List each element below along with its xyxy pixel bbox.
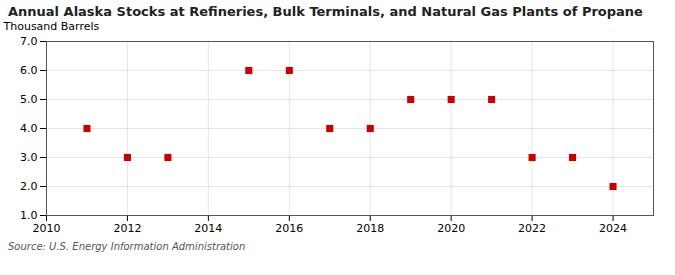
svg-text:2016: 2016 [275, 222, 303, 235]
html-text:Annual Alaska Stocks at Refine: Annual Alaska Stocks at Refineries, Bulk… [8, 4, 643, 19]
svg-text:3.0: 3.0 [20, 151, 38, 164]
svg-text:4.0: 4.0 [20, 122, 38, 135]
svg-text:2022: 2022 [518, 222, 546, 235]
svg-text:2.0: 2.0 [20, 180, 38, 193]
svg-text:2024: 2024 [599, 222, 627, 235]
svg-text:2020: 2020 [437, 222, 465, 235]
svg-text:2014: 2014 [194, 222, 222, 235]
svg-text:7.0: 7.0 [20, 35, 38, 48]
html-text:Source: U.S. Energy Informatio: Source: U.S. Energy Information Administ… [8, 241, 246, 252]
svg-text:Thousand Barrels: Thousand Barrels [3, 20, 100, 33]
svg-text:1.0: 1.0 [20, 209, 38, 222]
svg-text:2018: 2018 [356, 222, 384, 235]
svg-text:6.0: 6.0 [20, 64, 38, 77]
svg-text:2010: 2010 [33, 222, 61, 235]
svg-text:5.0: 5.0 [20, 93, 38, 106]
svg-text:2012: 2012 [113, 222, 141, 235]
